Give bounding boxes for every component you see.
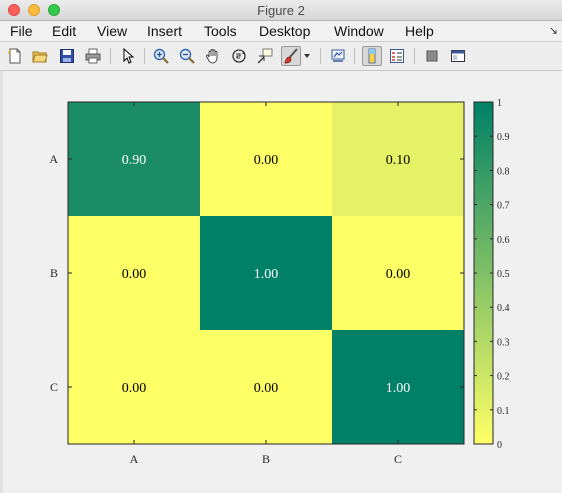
brush-dropdown-icon[interactable] bbox=[301, 46, 313, 66]
colorbar-tick-label: 0 bbox=[497, 440, 502, 451]
colorbar-tick-label: 0.2 bbox=[497, 372, 510, 383]
zoom-in-icon[interactable] bbox=[151, 46, 171, 66]
cell-value-label: 0.00 bbox=[254, 153, 279, 168]
heatmap-cell bbox=[68, 102, 201, 217]
heatmap-cell bbox=[332, 102, 465, 217]
new-figure-icon[interactable] bbox=[5, 46, 25, 66]
zoom-window-button[interactable] bbox=[48, 4, 60, 16]
toolbar-separator bbox=[414, 48, 415, 64]
window-edge bbox=[0, 71, 3, 493]
toolbar-separator bbox=[144, 48, 145, 64]
heatmap-cell bbox=[68, 330, 201, 445]
hide-plot-tools-icon[interactable] bbox=[422, 46, 442, 66]
toolbar-separator bbox=[320, 48, 321, 64]
show-plot-tools-icon[interactable] bbox=[448, 46, 468, 66]
colorbar-tick-label: 0.9 bbox=[497, 132, 510, 143]
cell-value-label: 0.00 bbox=[254, 381, 279, 396]
y-axis: A B C bbox=[49, 152, 464, 394]
zoom-out-icon[interactable] bbox=[177, 46, 197, 66]
print-icon[interactable] bbox=[83, 46, 103, 66]
cell-value-label: 0.90 bbox=[122, 153, 147, 168]
colorbar-icon[interactable] bbox=[362, 46, 382, 66]
heatmap-cell bbox=[68, 216, 201, 331]
y-tick-label: B bbox=[50, 266, 58, 280]
heatmap-cell bbox=[200, 216, 333, 331]
menu-edit[interactable]: Edit bbox=[52, 23, 77, 39]
heatmap-cell bbox=[200, 102, 333, 217]
cell-value-label: 1.00 bbox=[386, 381, 411, 396]
cell-value-label: 0.00 bbox=[386, 267, 411, 282]
close-window-button[interactable] bbox=[8, 4, 20, 16]
cell-value-label: 0.10 bbox=[386, 153, 411, 168]
menu-tools[interactable]: Tools bbox=[204, 23, 237, 39]
toolbar-separator bbox=[354, 48, 355, 64]
link-plot-icon[interactable] bbox=[328, 46, 348, 66]
minimize-window-button[interactable] bbox=[28, 4, 40, 16]
x-tick-label: C bbox=[394, 452, 402, 466]
colorbar-tick-label: 0.3 bbox=[497, 337, 510, 348]
legend-icon[interactable] bbox=[387, 46, 407, 66]
cell-value-label: 1.00 bbox=[254, 267, 279, 282]
cell-value-label: 0.00 bbox=[122, 267, 147, 282]
y-tick-label: C bbox=[50, 380, 58, 394]
menu-help[interactable]: Help bbox=[405, 23, 434, 39]
heatmap-cell bbox=[332, 330, 465, 445]
x-tick-label: A bbox=[130, 452, 139, 466]
menu-file[interactable]: File bbox=[10, 23, 33, 39]
colorbar-tick-label: 0.6 bbox=[497, 235, 510, 246]
colorbar-tick-label: 0.5 bbox=[497, 269, 510, 280]
save-icon[interactable] bbox=[57, 46, 77, 66]
menu-view[interactable]: View bbox=[97, 23, 128, 39]
data-cursor-icon[interactable] bbox=[255, 46, 275, 66]
colorbar-tick-label: 0.8 bbox=[497, 166, 510, 177]
pointer-icon[interactable] bbox=[118, 46, 138, 66]
figure-toolbar bbox=[0, 42, 562, 71]
brush-icon[interactable] bbox=[281, 46, 301, 66]
window-title: Figure 2 bbox=[257, 3, 305, 18]
pan-hand-icon[interactable] bbox=[203, 46, 223, 66]
x-axis: A B C bbox=[130, 102, 402, 466]
colorbar-tick-label: 0.4 bbox=[497, 303, 510, 314]
colorbar-tick-label: 0.7 bbox=[497, 201, 510, 212]
open-file-icon[interactable] bbox=[30, 46, 50, 66]
menu-insert[interactable]: Insert bbox=[147, 23, 183, 39]
cell-value-label: 0.00 bbox=[122, 381, 147, 396]
colorbar-tick-label: 1 bbox=[497, 98, 502, 109]
menu-bar: File Edit View Insert Tools Desktop Wind… bbox=[0, 21, 562, 42]
y-tick-label: A bbox=[49, 152, 58, 166]
heatmap-cells: 0.90 0.00 0.10 0.00 1.00 0.00 0.00 0.00 1.00 bbox=[68, 102, 465, 445]
rotate-3d-icon[interactable] bbox=[229, 46, 249, 66]
menu-desktop[interactable]: Desktop bbox=[259, 23, 311, 39]
toolbar-separator bbox=[110, 48, 111, 64]
colorbar-axis: 0 0.1 0.2 0.3 0.4 0.5 0.6 0.7 0.8 0.9 1 bbox=[474, 98, 510, 451]
heatmap-cell bbox=[332, 216, 465, 331]
title-bar[interactable]: Figure 2 bbox=[0, 0, 562, 21]
dock-arrow-icon[interactable]: ↘ bbox=[548, 25, 558, 37]
x-tick-label: B bbox=[262, 452, 270, 466]
menu-window[interactable]: Window bbox=[334, 23, 384, 39]
heatmap-cell bbox=[200, 330, 333, 445]
colorbar-tick-label: 0.1 bbox=[497, 406, 510, 417]
